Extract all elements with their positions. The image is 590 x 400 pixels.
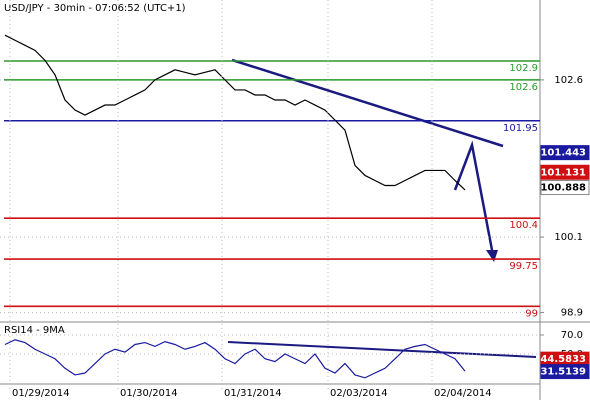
x-tick-label: 01/30/2014 (120, 388, 178, 399)
price-tag-label: 31.5139 (540, 367, 586, 378)
price-tag-label: 101.443 (540, 148, 586, 159)
level-label: 99.75 (509, 261, 538, 272)
x-tick-label: 01/29/2014 (12, 388, 70, 399)
level-label: 102.6 (509, 82, 538, 93)
y-tick-label: 70.0 (561, 330, 583, 341)
level-label: 99 (525, 308, 538, 319)
x-tick-label: 02/03/2014 (330, 388, 388, 399)
price-line (4, 339, 466, 379)
rsi-title: RSI14 - 9MA (4, 325, 65, 336)
forecast-arrow (453, 140, 494, 251)
price-line (4, 34, 466, 191)
x-tick-label: 02/04/2014 (434, 388, 492, 399)
chart-title: USD/JPY - 30min - 07:06:52 (UTC+1) (4, 3, 186, 14)
y-tick-label: 98.9 (561, 308, 583, 319)
y-tick-label: 102.6 (554, 75, 583, 86)
price-tag (540, 145, 590, 161)
trend-line (231, 58, 504, 148)
level-label: 102.9 (509, 63, 538, 74)
price-tag-label: 44.5833 (540, 354, 586, 365)
price-tag (540, 180, 590, 196)
level-label: 101.95 (503, 123, 538, 134)
price-tag (540, 364, 590, 380)
level-label: 100.4 (509, 220, 538, 231)
x-tick-label: 01/31/2014 (224, 388, 282, 399)
y-tick-label: 100.1 (554, 232, 583, 243)
price-tag-label: 101.131 (540, 167, 586, 178)
price-tag (540, 164, 590, 180)
price-tag-label: 100.888 (540, 183, 586, 194)
